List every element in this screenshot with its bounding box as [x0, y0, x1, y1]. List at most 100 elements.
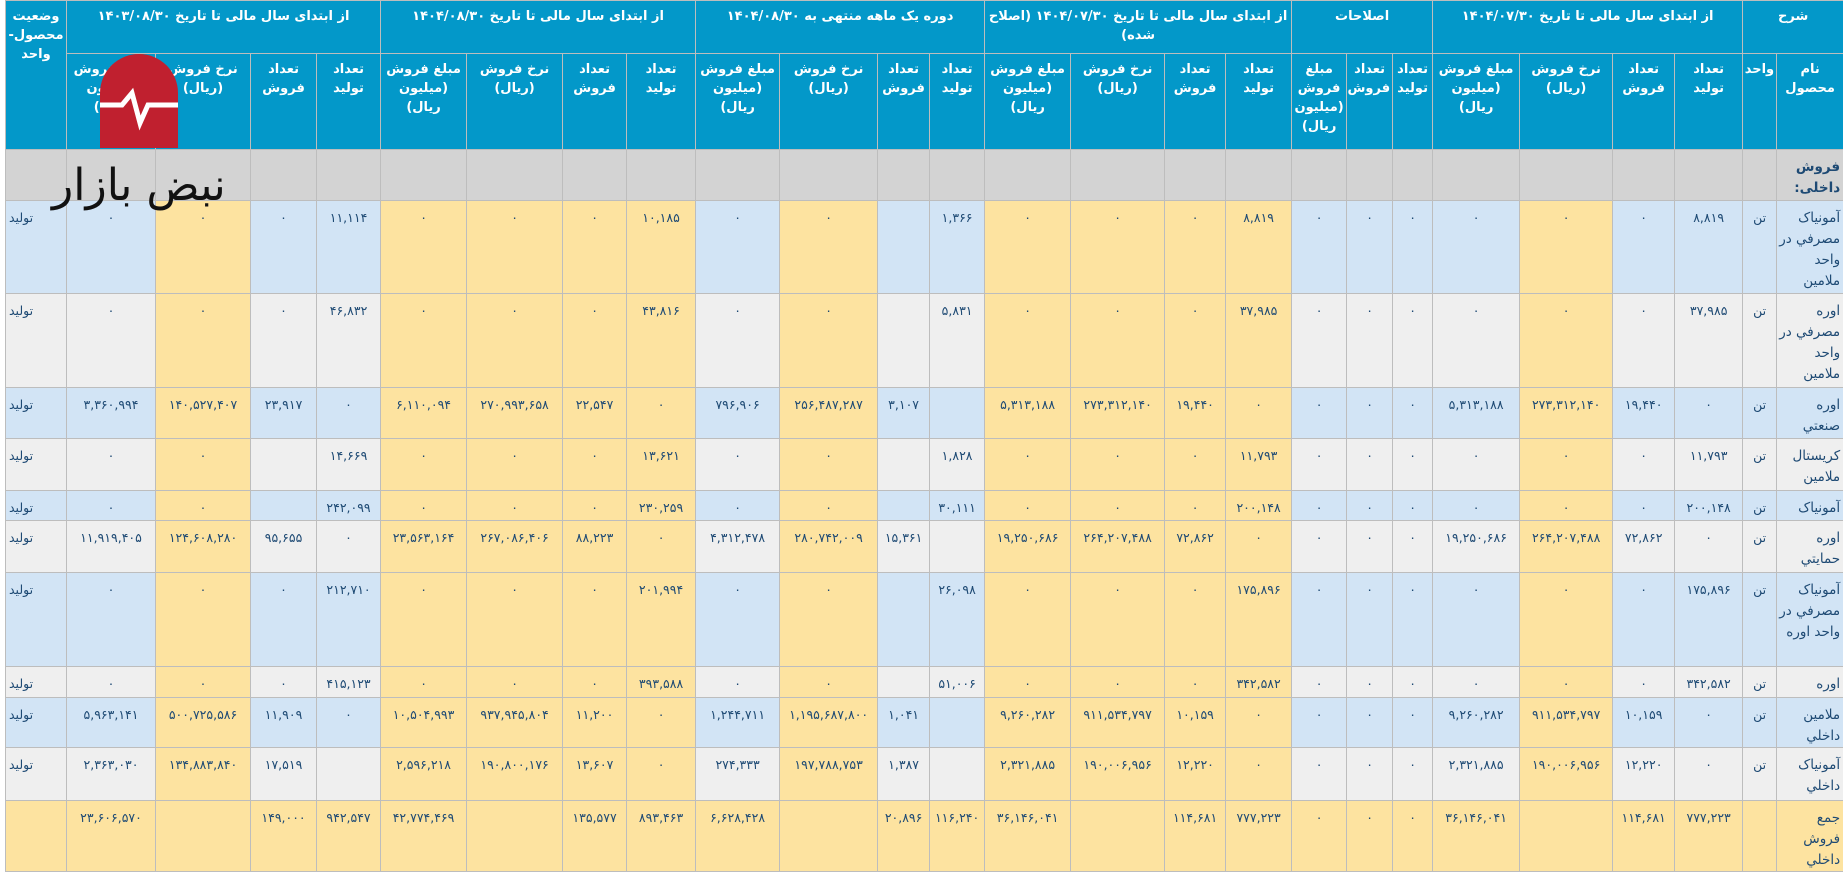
value-cell [467, 801, 563, 872]
value-cell: ۰ [1393, 201, 1433, 294]
value-cell: ۲۶,۰۹۸ [930, 573, 985, 667]
value-cell: ۰ [780, 294, 878, 388]
header-col-4-2: نرخ فروش (ریال) [467, 54, 563, 150]
value-cell [1071, 801, 1165, 872]
value-cell: ۰ [1520, 201, 1613, 294]
value-cell: ۲۷۳,۳۱۲,۱۴۰ [1520, 388, 1613, 439]
value-cell: ۰ [156, 201, 251, 294]
value-cell: ۲۳۰,۲۵۹ [627, 491, 696, 521]
value-cell [156, 801, 251, 872]
value-cell: ۰ [696, 667, 780, 698]
value-cell: ۰ [1292, 748, 1347, 801]
section-empty-cell [1520, 150, 1613, 201]
header-col-2-0: تعداد تولید [1226, 54, 1292, 150]
value-cell: ۰ [317, 521, 381, 573]
value-cell: ۰ [381, 294, 467, 388]
value-cell: ۵,۳۱۳,۱۸۸ [985, 388, 1071, 439]
product-name: کریستال ملامين [1777, 439, 1843, 491]
value-cell: ۰ [1292, 521, 1347, 573]
value-cell [1520, 801, 1613, 872]
unit-cell: تن [1743, 439, 1777, 491]
value-cell: ۱۹,۴۴۰ [1165, 388, 1226, 439]
value-cell: ۰ [1071, 294, 1165, 388]
header-col-4-3: مبلغ فروش (میلیون ریال) [381, 54, 467, 150]
value-cell [878, 439, 930, 491]
value-cell: ۰ [1613, 201, 1675, 294]
value-cell: ۰ [1347, 388, 1393, 439]
value-cell: ۰ [467, 491, 563, 521]
status-cell [6, 801, 67, 872]
value-cell: ۱۵,۳۶۱ [878, 521, 930, 573]
value-cell: ۷۷۷,۲۲۳ [1675, 801, 1743, 872]
value-cell: ۰ [467, 439, 563, 491]
value-cell: ۰ [1433, 439, 1520, 491]
value-cell: ۰ [1433, 491, 1520, 521]
value-cell [878, 667, 930, 698]
value-cell: ۹,۲۶۰,۲۸۲ [985, 698, 1071, 748]
value-cell [930, 698, 985, 748]
unit-cell: تن [1743, 521, 1777, 573]
product-name: اوره [1777, 667, 1843, 698]
value-cell: ۰ [381, 439, 467, 491]
status-cell: تولید [6, 294, 67, 388]
value-cell: ۰ [627, 388, 696, 439]
value-cell: ۰ [563, 667, 627, 698]
header-description: شرح [1743, 1, 1843, 54]
section-empty-cell [1743, 150, 1777, 201]
section-empty-cell [1226, 150, 1292, 201]
product-name: آمونیاک مصرفي در واحد ملامين [1777, 201, 1843, 294]
value-cell: ۷۲,۸۶۲ [1165, 521, 1226, 573]
value-cell: ۶,۶۲۸,۴۲۸ [696, 801, 780, 872]
status-cell: تولید [6, 667, 67, 698]
value-cell: ۸۹۳,۴۶۳ [627, 801, 696, 872]
value-cell: ۰ [1433, 667, 1520, 698]
section-empty-cell [67, 150, 156, 201]
value-cell: ۰ [1347, 521, 1393, 573]
value-cell: ۰ [1347, 801, 1393, 872]
header-col-0-1: تعداد فروش [1613, 54, 1675, 150]
value-cell: ۲۰۰,۱۴۸ [1226, 491, 1292, 521]
value-cell: ۵,۸۳۱ [930, 294, 985, 388]
value-cell: ۰ [1347, 748, 1393, 801]
value-cell: ۱۴۹,۰۰۰ [251, 801, 317, 872]
status-cell: تولید [6, 201, 67, 294]
value-cell [930, 388, 985, 439]
product-name: آمونیاک مصرفي در واحد اوره [1777, 573, 1843, 667]
value-cell: ۱۲,۲۲۰ [1165, 748, 1226, 801]
value-cell: ۰ [67, 491, 156, 521]
value-cell: ۰ [467, 201, 563, 294]
value-cell: ۹۴۲,۵۴۷ [317, 801, 381, 872]
value-cell: ۰ [1226, 388, 1292, 439]
value-cell: ۲۳,۵۶۳,۱۶۴ [381, 521, 467, 573]
header-group-5: از ابتدای سال مالی تا تاریخ ۱۴۰۳/۰۸/۳۰ [67, 1, 381, 54]
product-name: اوره حمايتي [1777, 521, 1843, 573]
value-cell [930, 748, 985, 801]
value-cell: ۰ [67, 201, 156, 294]
value-cell: ۹۳۷,۹۴۵,۸۰۴ [467, 698, 563, 748]
value-cell: ۱۱۴,۶۸۱ [1165, 801, 1226, 872]
unit-cell: تن [1743, 388, 1777, 439]
value-cell: ۰ [381, 667, 467, 698]
value-cell: ۱۷۵,۸۹۶ [1226, 573, 1292, 667]
value-cell: ۰ [1292, 698, 1347, 748]
value-cell: ۷۹۶,۹۰۶ [696, 388, 780, 439]
value-cell: ۱۳۵,۵۷۷ [563, 801, 627, 872]
value-cell: ۷۷۷,۲۲۳ [1226, 801, 1292, 872]
value-cell: ۰ [1347, 294, 1393, 388]
value-cell: ۰ [1347, 667, 1393, 698]
value-cell [251, 439, 317, 491]
value-cell: ۰ [627, 698, 696, 748]
value-cell: ۱۲۴,۶۰۸,۲۸۰ [156, 521, 251, 573]
header-col-3-3: مبلغ فروش (میلیون ریال) [696, 54, 780, 150]
value-cell: ۰ [156, 491, 251, 521]
value-cell: ۱۹۰,۸۰۰,۱۷۶ [467, 748, 563, 801]
header-col-3-0: تعداد تولید [930, 54, 985, 150]
value-cell: ۰ [1226, 698, 1292, 748]
header-col-2-2: نرخ فروش (ریال) [1071, 54, 1165, 150]
section-empty-cell [156, 150, 251, 201]
section-empty-cell [1433, 150, 1520, 201]
